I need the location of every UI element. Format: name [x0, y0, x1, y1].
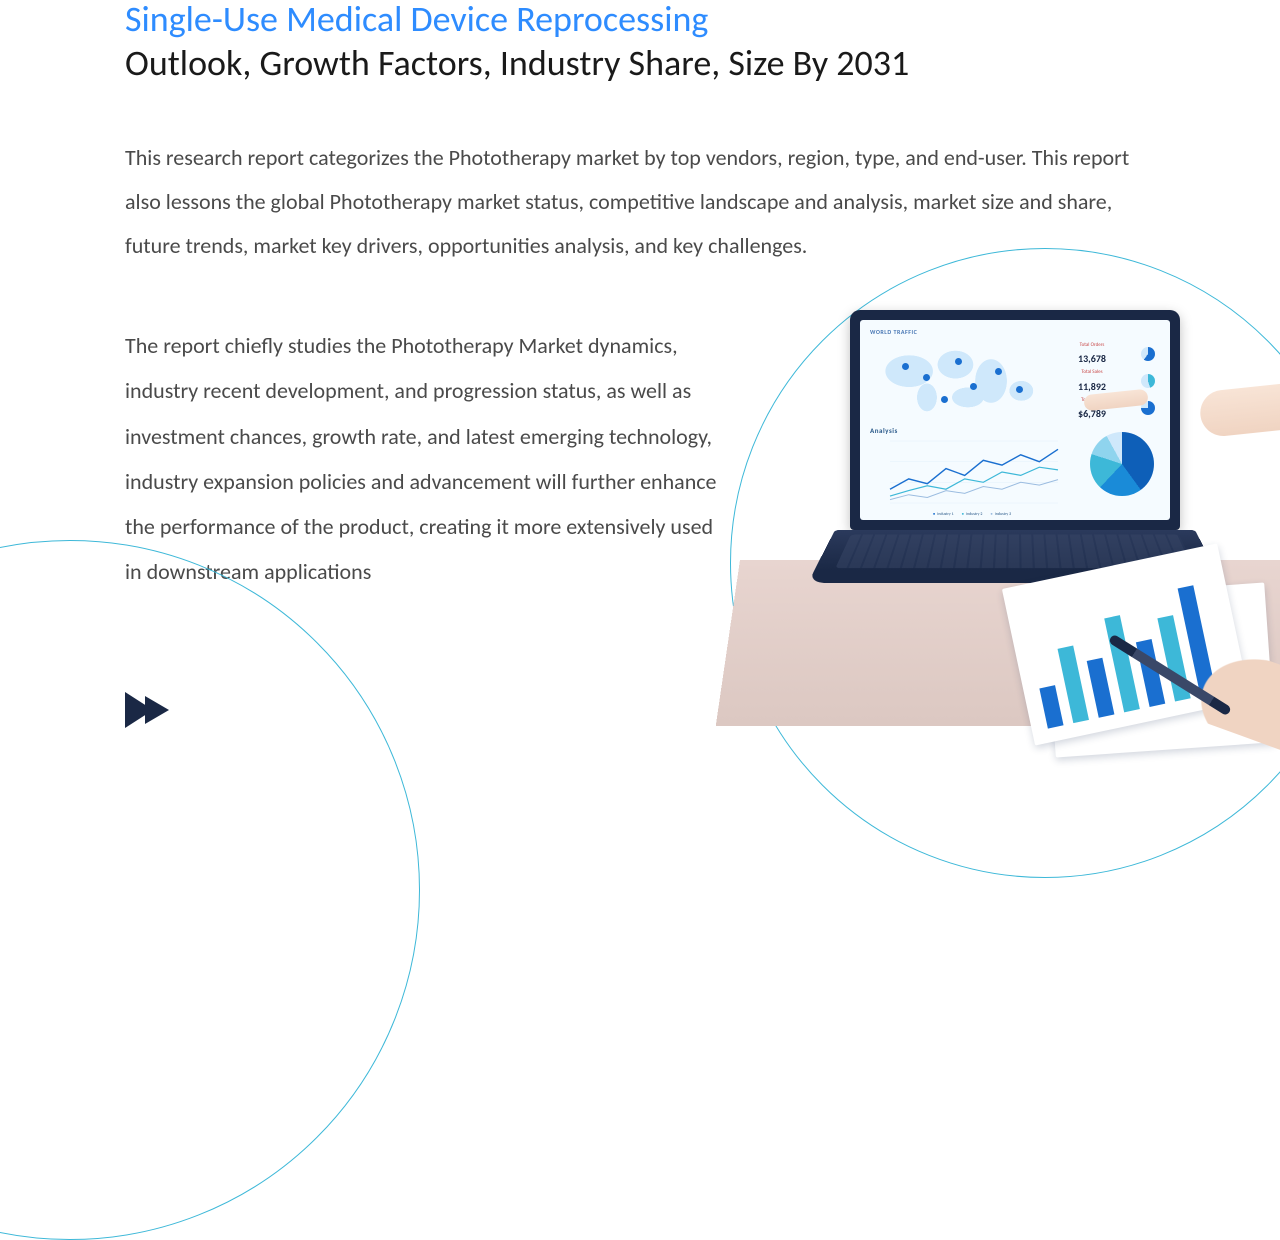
laptop-bezel: WORLD TRAFFIC Total Orders 13,678 Total Sa… — [850, 310, 1180, 530]
body-paragraph: The report chiefly studies the Photother… — [125, 323, 725, 594]
map-dot — [995, 368, 1002, 375]
title-subhead: Outlook, Growth Factors, Industry Share,… — [125, 40, 1155, 87]
laptop-illustration: WORLD TRAFFIC Total Orders 13,678 Total Sa… — [780, 300, 1280, 720]
legend-item: Industry 3 — [990, 512, 1011, 517]
stat-value: 11,892 — [1056, 380, 1128, 393]
map-dot — [1016, 386, 1023, 393]
line-chart-svg — [870, 437, 1074, 507]
hand-forearm — [1198, 376, 1280, 438]
legend-item: Industry 2 — [962, 512, 983, 517]
paper-bar — [1039, 685, 1063, 729]
line-chart-legend: Industry 1 Industry 2 Industry 3 — [870, 512, 1074, 517]
pie-chart — [1084, 426, 1160, 518]
world-map-chart — [870, 340, 1048, 422]
mini-pie-icon — [1141, 347, 1155, 361]
title-highlight: Single-Use Medical Device Reprocessing — [125, 0, 1155, 40]
map-dot — [941, 396, 948, 403]
stat-value: 13,678 — [1056, 352, 1128, 365]
intro-paragraph: This research report categorizes the Pho… — [125, 136, 1155, 268]
paper-bar — [1087, 658, 1115, 718]
analysis-label: Analysis — [870, 426, 1074, 435]
pie-chart-svg — [1090, 432, 1154, 496]
stat-label: Total Orders — [1056, 342, 1128, 348]
legend-item: Industry 1 — [933, 512, 954, 517]
pointing-hand — [1140, 372, 1280, 432]
laptop-screen: WORLD TRAFFIC Total Orders 13,678 Total Sa… — [860, 320, 1170, 520]
logo-chevron-icon — [125, 692, 185, 728]
map-dot — [923, 374, 930, 381]
map-dot — [955, 358, 962, 365]
decorative-curve-bottom — [0, 540, 420, 1240]
stat-label: Total Sales — [1056, 369, 1128, 375]
line-chart: Analysis Industry 1 Industry 2 Industry 3 — [870, 426, 1074, 518]
map-dot — [902, 363, 909, 370]
paper-bar — [1058, 646, 1089, 723]
map-dot — [970, 383, 977, 390]
dashboard-header: WORLD TRAFFIC — [870, 328, 1160, 336]
